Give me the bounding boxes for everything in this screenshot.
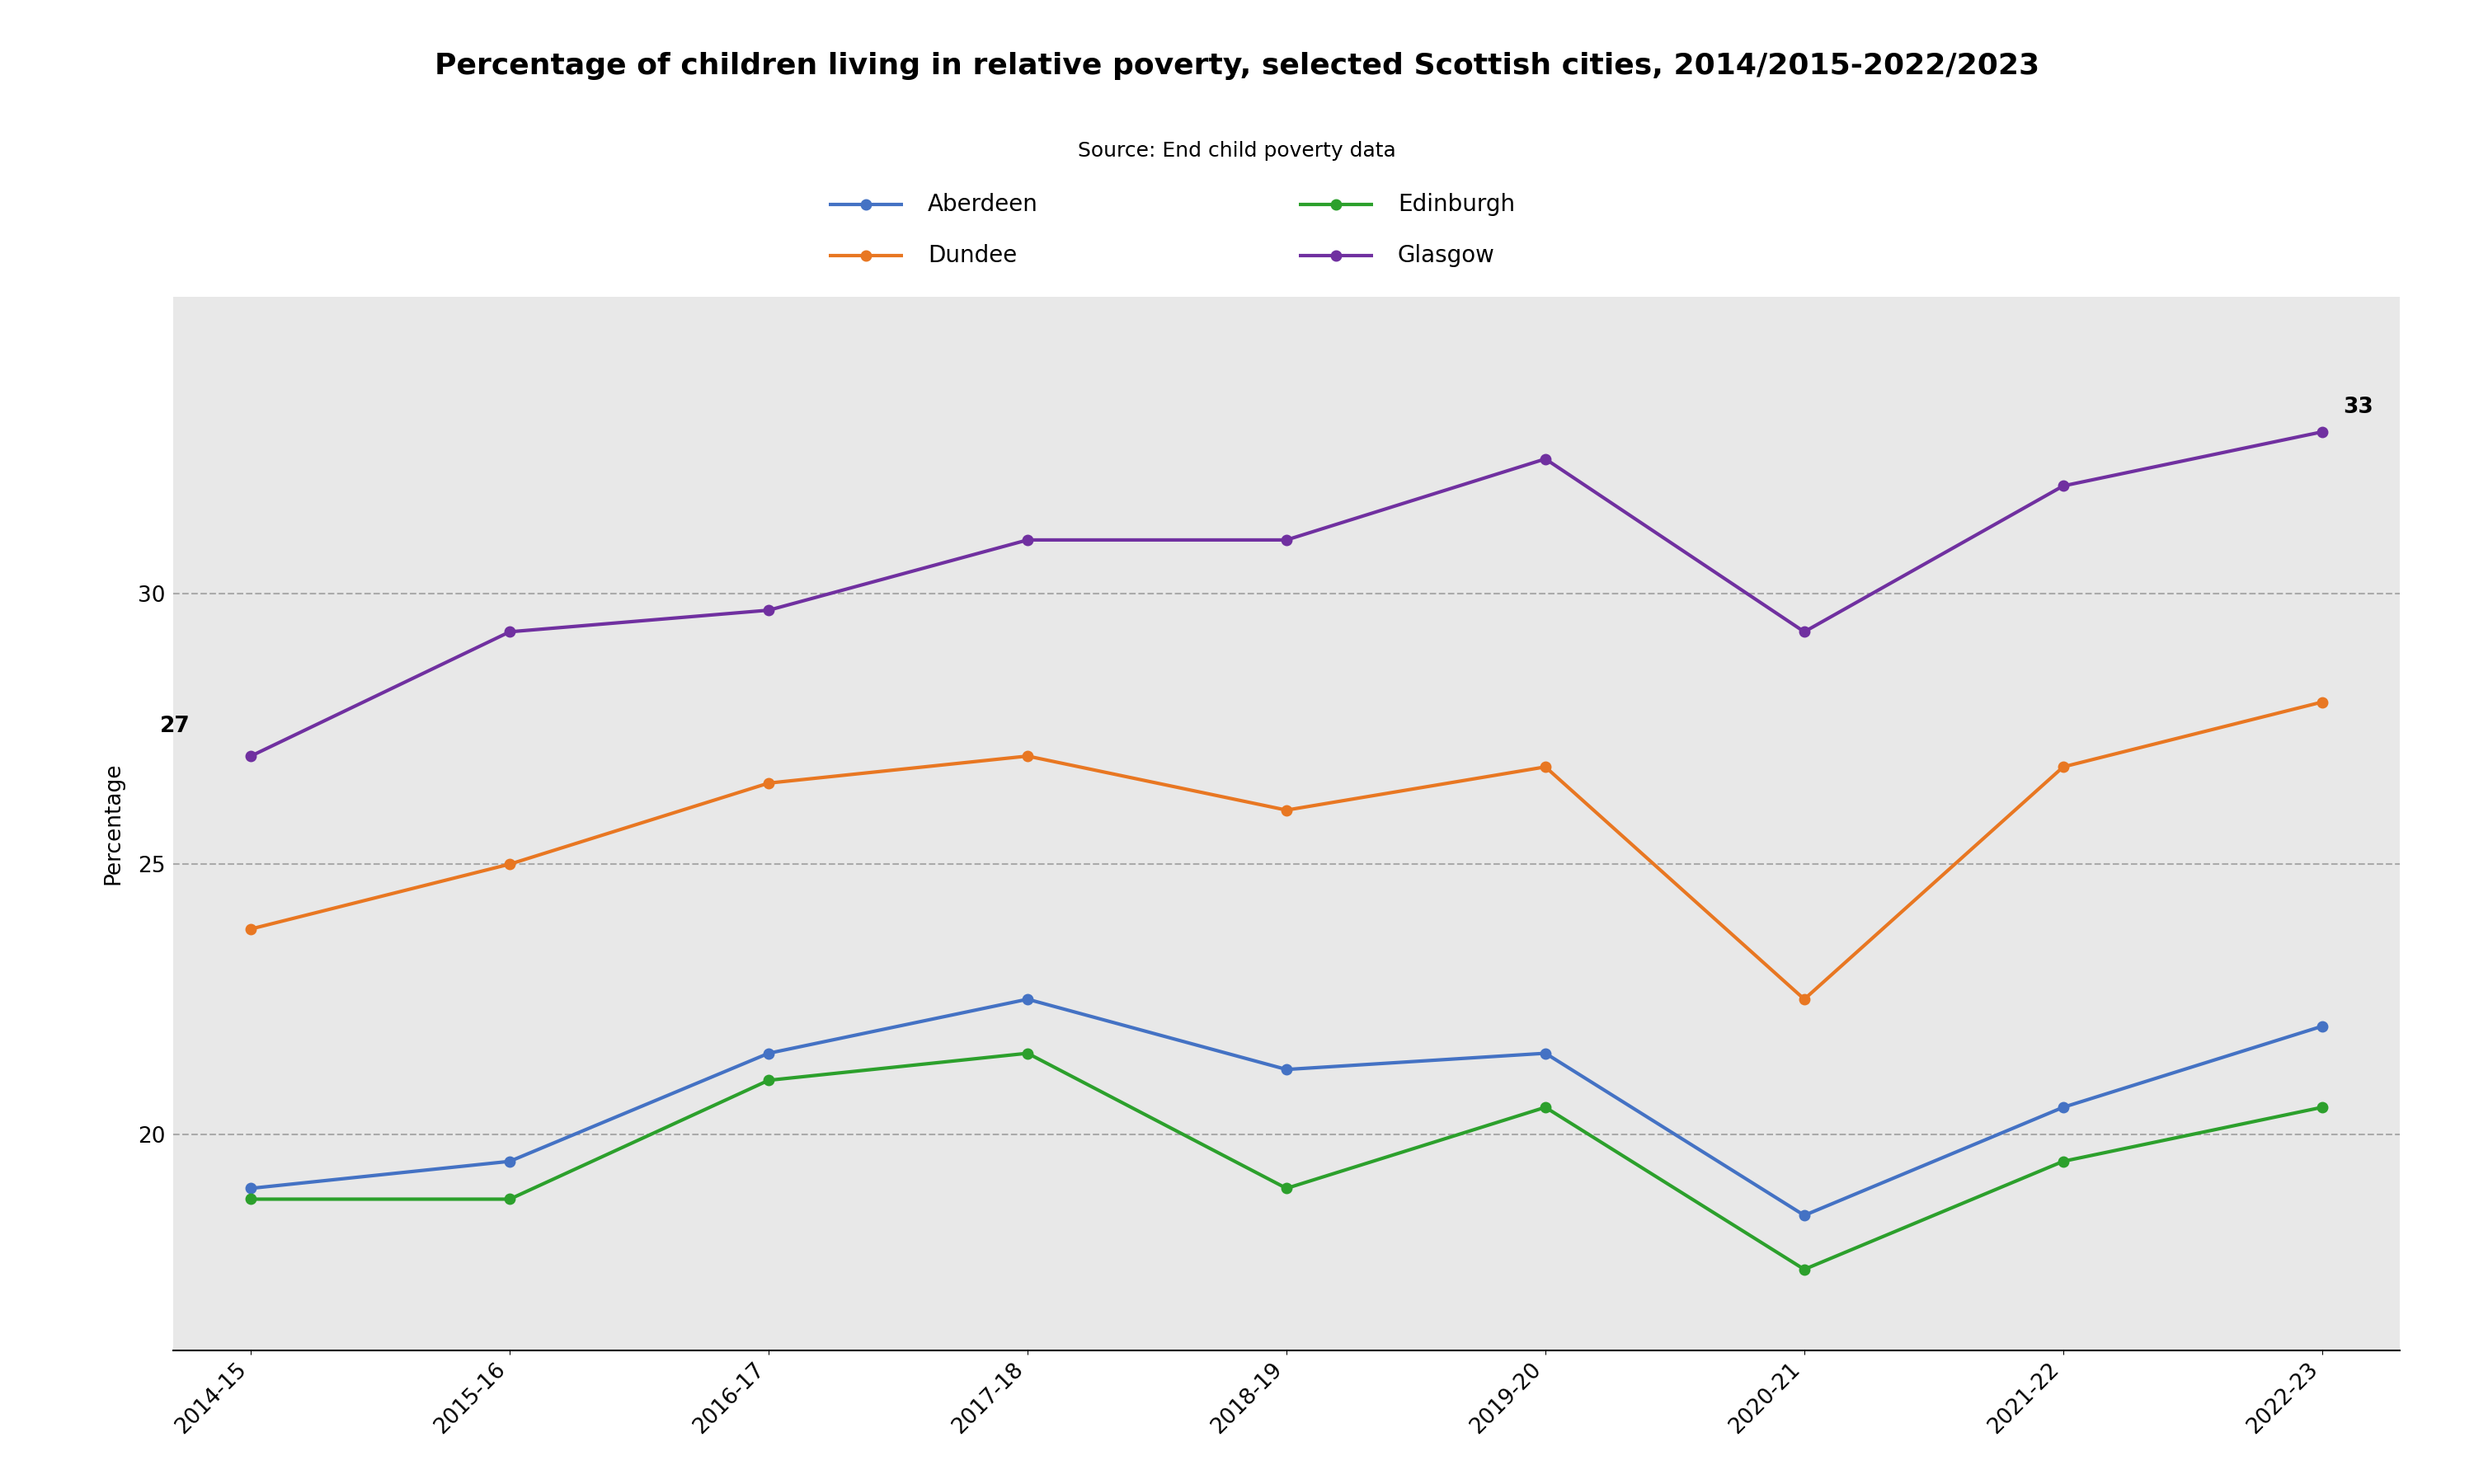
Edinburgh xyxy=(2308,1098,2338,1116)
Dundee xyxy=(755,775,784,792)
Glasgow xyxy=(1789,623,1818,641)
Glasgow xyxy=(1531,450,1561,467)
Dundee xyxy=(1789,990,1818,1008)
Dundee xyxy=(2048,758,2078,776)
Line: Edinburgh: Edinburgh xyxy=(245,1048,2328,1275)
Edinburgh xyxy=(495,1190,524,1208)
Aberdeen xyxy=(2308,1018,2338,1036)
Aberdeen xyxy=(1012,990,1042,1008)
Glasgow xyxy=(1272,531,1301,549)
Edinburgh xyxy=(235,1190,265,1208)
Edinburgh xyxy=(755,1071,784,1089)
Text: 33: 33 xyxy=(2343,396,2373,418)
Dundee xyxy=(1012,746,1042,764)
Text: Edinburgh: Edinburgh xyxy=(1398,193,1514,217)
Text: Aberdeen: Aberdeen xyxy=(928,193,1039,217)
Edinburgh xyxy=(1012,1045,1042,1063)
Text: Source: End child poverty data: Source: End child poverty data xyxy=(1079,141,1395,160)
Glasgow xyxy=(495,623,524,641)
Text: Glasgow: Glasgow xyxy=(1398,243,1494,267)
Aberdeen xyxy=(2048,1098,2078,1116)
Aberdeen xyxy=(495,1153,524,1171)
Aberdeen xyxy=(755,1045,784,1063)
Glasgow xyxy=(2048,476,2078,494)
Glasgow xyxy=(1012,531,1042,549)
Edinburgh xyxy=(1272,1180,1301,1198)
Line: Aberdeen: Aberdeen xyxy=(245,994,2328,1220)
Line: Dundee: Dundee xyxy=(245,697,2328,1005)
Text: Dundee: Dundee xyxy=(928,243,1017,267)
Edinburgh xyxy=(1531,1098,1561,1116)
Aberdeen xyxy=(1272,1061,1301,1079)
Edinburgh xyxy=(2048,1153,2078,1171)
Dundee xyxy=(1272,801,1301,819)
Line: Glasgow: Glasgow xyxy=(245,427,2328,761)
Dundee xyxy=(1531,758,1561,776)
Glasgow xyxy=(755,601,784,619)
Dundee xyxy=(235,920,265,938)
Y-axis label: Percentage: Percentage xyxy=(101,763,124,884)
Edinburgh xyxy=(1789,1260,1818,1278)
Dundee xyxy=(495,855,524,873)
Text: 27: 27 xyxy=(161,715,190,738)
Glasgow xyxy=(2308,423,2338,441)
Aberdeen xyxy=(1789,1206,1818,1224)
Text: Percentage of children living in relative poverty, selected Scottish cities, 201: Percentage of children living in relativ… xyxy=(435,52,2039,80)
Aberdeen xyxy=(235,1180,265,1198)
Glasgow xyxy=(235,746,265,764)
Aberdeen xyxy=(1531,1045,1561,1063)
Dundee xyxy=(2308,693,2338,711)
